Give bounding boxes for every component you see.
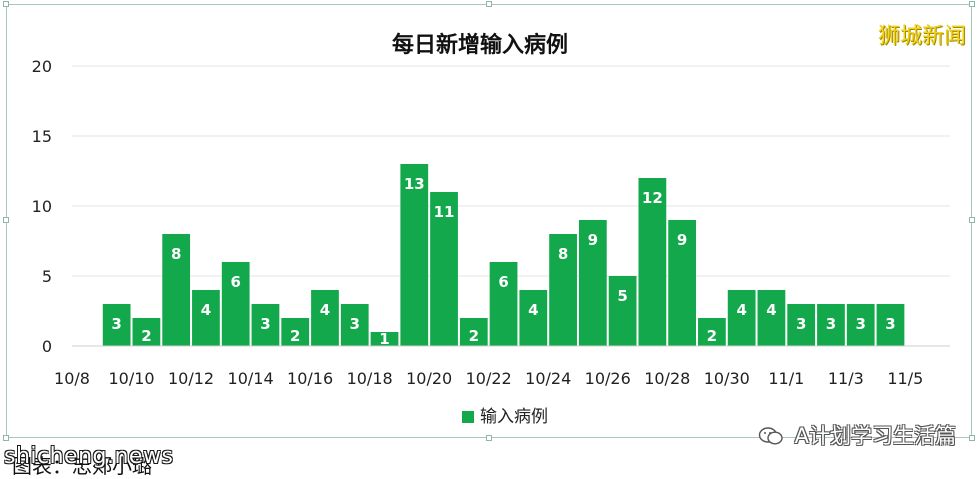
data-label: 2 [290, 327, 300, 345]
x-tick-label: 10/30 [704, 369, 750, 388]
data-label: 4 [320, 301, 330, 319]
bar [638, 178, 667, 346]
chart-title: 每日新增输入病例 [392, 32, 568, 58]
y-tick-label: 15 [32, 127, 52, 146]
data-label: 8 [558, 245, 568, 263]
resize-handle-right[interactable] [969, 217, 975, 223]
bar [727, 290, 756, 346]
bar [698, 318, 726, 346]
data-label: 5 [617, 287, 627, 305]
bar [668, 220, 697, 346]
bar [608, 276, 637, 346]
data-label: 9 [588, 231, 598, 249]
bar [876, 304, 905, 346]
data-label: 3 [885, 315, 895, 333]
bar [578, 220, 607, 346]
brand-watermark: 狮城新闻 [877, 24, 966, 49]
bar [549, 234, 577, 346]
x-tick-label: 11/5 [887, 369, 923, 388]
bar [102, 304, 131, 346]
data-label: 3 [350, 315, 360, 333]
x-tick-label: 10/22 [466, 369, 512, 388]
resize-handle-bottom-right[interactable] [969, 435, 975, 441]
legend: 输入病例 [462, 407, 548, 427]
resize-handle-left[interactable] [3, 217, 9, 223]
x-tick-label: 10/18 [347, 369, 393, 388]
data-label: 11 [434, 203, 455, 221]
y-axis: 0 5 10 15 20 [32, 57, 52, 356]
data-label: 4 [201, 301, 211, 319]
data-label: 6 [230, 273, 240, 291]
x-tick-label: 10/26 [585, 369, 631, 388]
resize-handle-bottom[interactable] [486, 435, 492, 441]
data-label: 3 [855, 315, 865, 333]
bar [340, 304, 369, 346]
x-tick-label: 10/24 [525, 369, 571, 388]
data-label: 13 [404, 175, 425, 193]
data-label: 8 [171, 245, 181, 263]
data-label: 2 [141, 327, 151, 345]
legend-label: 输入病例 [480, 407, 548, 427]
bar [787, 304, 816, 346]
gridlines [72, 65, 950, 277]
data-labels: 3 2 8 4 6 3 2 4 3 1 13 11 2 6 4 8 9 5 12 9 2 4 4 3 3 3 3 [111, 175, 895, 348]
x-tick-label: 10/20 [406, 369, 452, 388]
bar-series [102, 164, 905, 346]
data-label: 4 [528, 301, 538, 319]
bar [489, 262, 518, 346]
y-tick-label: 20 [32, 57, 52, 76]
wechat-icon [758, 427, 783, 445]
data-label: 1 [379, 330, 389, 348]
bar [281, 318, 310, 346]
data-label: 4 [766, 301, 776, 319]
resize-handle-top-left[interactable] [3, 1, 9, 7]
x-tick-label: 10/12 [168, 369, 214, 388]
bar [817, 304, 845, 346]
resize-handle-top-right[interactable] [969, 1, 975, 7]
resize-handle-top[interactable] [486, 1, 492, 7]
x-tick-label: 10/10 [108, 369, 154, 388]
y-tick-label: 10 [32, 197, 52, 216]
x-tick-label: 10/28 [644, 369, 690, 388]
data-label: 9 [677, 231, 687, 249]
chart-frame [3, 1, 975, 441]
x-tick-label: 11/3 [828, 369, 864, 388]
x-axis: 10/8 10/10 10/12 10/14 10/16 10/18 10/20 10/22 1… [54, 345, 950, 388]
data-label: 3 [111, 315, 121, 333]
data-label: 4 [736, 301, 746, 319]
y-tick-label: 0 [42, 337, 52, 356]
bar [846, 304, 875, 346]
data-label: 3 [260, 315, 270, 333]
bar [370, 332, 399, 346]
bar [459, 318, 488, 346]
data-label: 2 [707, 327, 717, 345]
bar [430, 192, 458, 346]
resize-handle-bottom-left[interactable] [3, 435, 9, 441]
data-label: 2 [469, 327, 479, 345]
bar [192, 290, 220, 346]
bar [757, 290, 786, 346]
x-tick-label: 11/1 [768, 369, 804, 388]
site-watermark: shicheng.news [4, 444, 174, 469]
bar [251, 304, 280, 346]
x-tick-label: 10/16 [287, 369, 333, 388]
data-label: 6 [498, 273, 508, 291]
data-label: 3 [826, 315, 836, 333]
bar [162, 234, 191, 346]
bar [519, 290, 548, 346]
wechat-watermark: A计划学习生活篇 [758, 420, 956, 450]
bar [311, 290, 339, 346]
legend-swatch [462, 411, 474, 423]
data-label: 12 [642, 189, 663, 207]
x-tick-label: 10/8 [54, 369, 90, 388]
data-label: 3 [796, 315, 806, 333]
bar [221, 262, 250, 346]
y-tick-label: 5 [42, 267, 52, 286]
bar [400, 164, 429, 346]
wechat-account-name: A计划学习生活篇 [794, 424, 956, 448]
bar [132, 318, 161, 346]
x-tick-label: 10/14 [228, 369, 274, 388]
bar-chart: 每日新增输入病例 0 5 10 15 20 3 2 8 4 6 3 2 4 3 1 13 11 2 6 4 8 9 5 12… [32, 32, 950, 427]
figure-caption: 图表：忠郑小璐 [12, 454, 152, 478]
